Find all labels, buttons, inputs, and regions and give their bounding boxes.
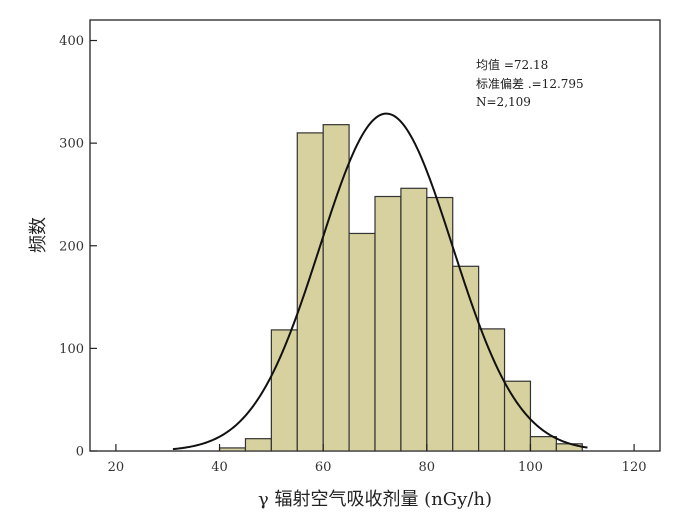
y-tick-label: 100 [59, 342, 84, 357]
normal-curve [172, 112, 588, 451]
histogram-bar [322, 124, 350, 452]
x-tick-label: 120 [622, 460, 647, 475]
histogram-bar [529, 436, 557, 452]
y-tick-label: 0 [76, 445, 84, 460]
stats-box: 均值 =72.18 标准偏差 .=12.795 N=2,109 [476, 57, 584, 109]
x-tick-label: 80 [419, 460, 436, 475]
x-axis-title: γ 辐射空气吸收剂量 (nGy/h) [258, 489, 492, 510]
stats-mean: 均值 =72.18 [476, 57, 548, 72]
y-tick-label: 400 [59, 34, 84, 49]
x-tick-label: 60 [315, 460, 332, 475]
stats-n: N=2,109 [476, 95, 531, 109]
histogram-bar [400, 187, 428, 452]
histogram-bar [555, 443, 583, 452]
y-axis-title: 频数 [28, 217, 49, 253]
histogram-bar [374, 195, 402, 452]
x-tick-label: 40 [211, 460, 228, 475]
x-tick-label: 20 [108, 460, 125, 475]
y-tick-label: 300 [59, 137, 84, 152]
y-tick-label: 200 [59, 239, 84, 254]
histogram-bar [296, 132, 324, 452]
histogram-bar [244, 438, 272, 452]
histogram-bars [218, 124, 583, 452]
stats-std: 标准偏差 .=12.795 [476, 76, 584, 91]
histogram-bar [452, 265, 480, 452]
y-axis-ticks: 0 100 200 300 400 [59, 34, 97, 460]
histogram-bar [503, 380, 532, 452]
x-axis-ticks: 20 40 60 80 100 120 [108, 444, 647, 475]
histogram-bar [218, 447, 247, 452]
x-tick-label: 100 [518, 460, 543, 475]
histogram-bar [478, 328, 506, 452]
histogram-bar [348, 232, 376, 452]
